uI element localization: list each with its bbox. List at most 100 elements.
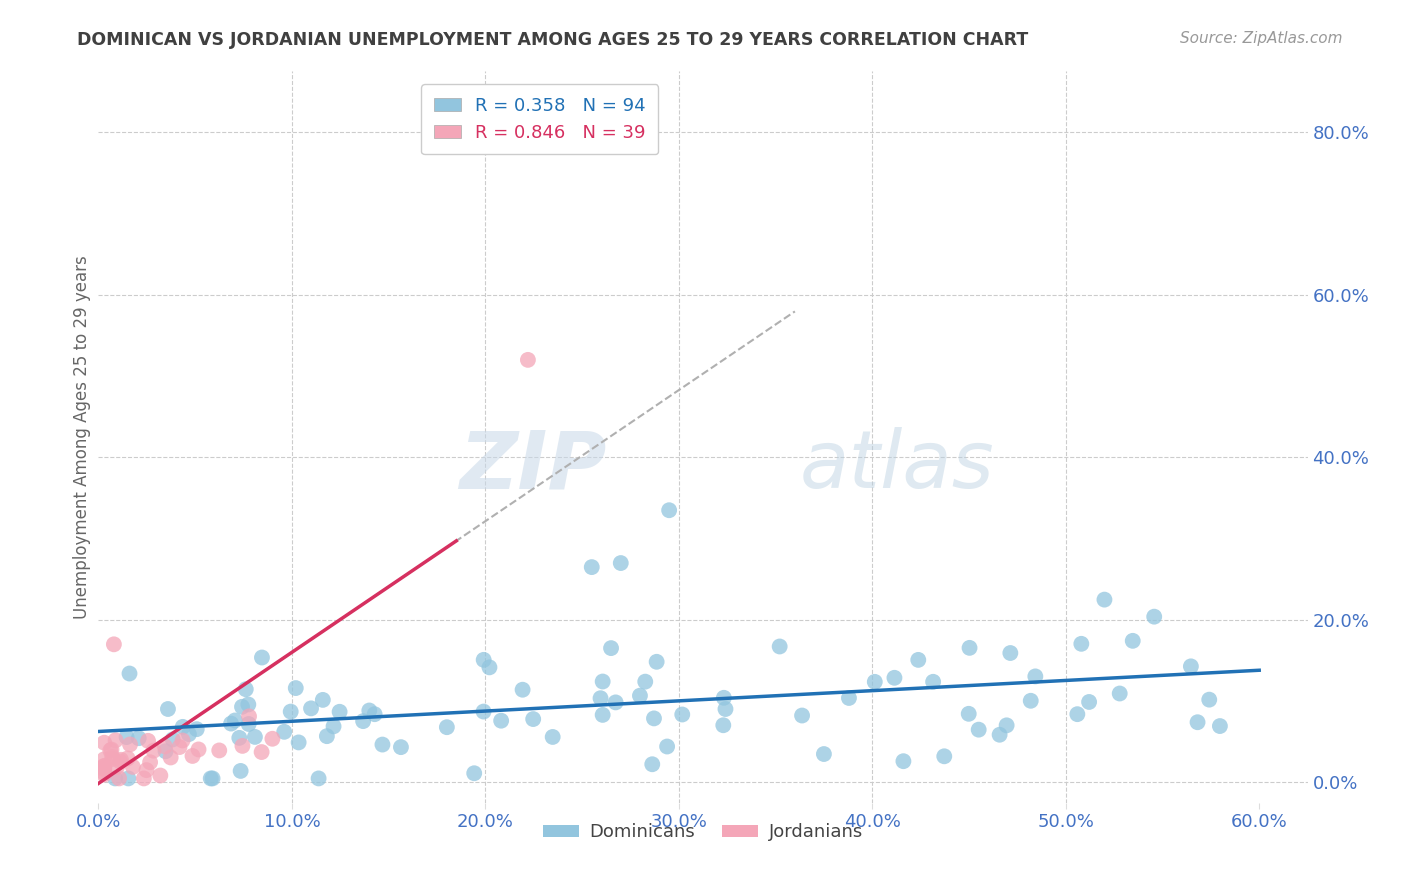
Point — [934, 749, 956, 764]
Point — [389, 740, 412, 755]
Point — [132, 772, 155, 786]
Point — [93, 759, 115, 773]
Point — [238, 698, 260, 712]
Point — [714, 702, 737, 716]
Point — [162, 732, 184, 747]
Point — [541, 730, 564, 744]
Point — [1019, 694, 1042, 708]
Point — [172, 720, 194, 734]
Legend: Dominicans, Jordanians: Dominicans, Jordanians — [536, 816, 870, 848]
Point — [1122, 633, 1144, 648]
Point — [907, 653, 929, 667]
Point — [478, 660, 501, 674]
Point — [101, 750, 124, 764]
Point — [238, 709, 260, 723]
Point — [813, 747, 835, 761]
Point — [988, 728, 1011, 742]
Point — [600, 641, 623, 656]
Point — [322, 719, 344, 733]
Point — [671, 707, 693, 722]
Point — [93, 767, 115, 781]
Point — [863, 674, 886, 689]
Point — [187, 742, 209, 756]
Point — [93, 736, 115, 750]
Point — [1094, 592, 1116, 607]
Point — [605, 695, 627, 709]
Point — [228, 731, 250, 745]
Point — [169, 740, 191, 755]
Text: atlas: atlas — [800, 427, 994, 506]
Point — [967, 723, 990, 737]
Point — [312, 693, 335, 707]
Point — [581, 560, 603, 574]
Point — [105, 760, 128, 774]
Point — [315, 729, 337, 743]
Point — [159, 750, 181, 764]
Point — [589, 691, 612, 706]
Point — [957, 706, 980, 721]
Point — [363, 707, 385, 722]
Point — [299, 701, 322, 715]
Point — [117, 772, 139, 786]
Point — [172, 733, 194, 747]
Point — [139, 756, 162, 770]
Text: Source: ZipAtlas.com: Source: ZipAtlas.com — [1180, 31, 1343, 46]
Point — [238, 717, 260, 731]
Point — [628, 689, 651, 703]
Point — [1000, 646, 1022, 660]
Point — [98, 743, 121, 757]
Point — [262, 731, 284, 746]
Point — [110, 753, 132, 767]
Point — [922, 674, 945, 689]
Point — [883, 671, 905, 685]
Point — [118, 666, 141, 681]
Text: DOMINICAN VS JORDANIAN UNEMPLOYMENT AMONG AGES 25 TO 29 YEARS CORRELATION CHART: DOMINICAN VS JORDANIAN UNEMPLOYMENT AMON… — [77, 31, 1029, 49]
Point — [224, 714, 246, 728]
Point — [641, 757, 664, 772]
Point — [308, 772, 330, 786]
Point — [108, 755, 131, 769]
Point — [1143, 609, 1166, 624]
Point — [115, 730, 138, 744]
Point — [101, 752, 124, 766]
Point — [250, 650, 273, 665]
Point — [1198, 692, 1220, 706]
Point — [93, 765, 115, 780]
Point — [250, 745, 273, 759]
Point — [103, 637, 125, 651]
Point — [121, 760, 143, 774]
Point — [284, 681, 307, 695]
Point — [231, 699, 253, 714]
Point — [93, 761, 115, 775]
Y-axis label: Unemployment Among Ages 25 to 29 years: Unemployment Among Ages 25 to 29 years — [73, 255, 91, 619]
Point — [1078, 695, 1101, 709]
Point — [592, 707, 614, 722]
Point — [658, 503, 681, 517]
Point — [1070, 637, 1092, 651]
Point — [1187, 715, 1209, 730]
Point — [135, 763, 157, 777]
Point — [136, 734, 159, 748]
Point — [104, 772, 127, 786]
Point — [1024, 669, 1046, 683]
Point — [100, 742, 122, 756]
Point — [711, 718, 734, 732]
Point — [995, 718, 1018, 732]
Point — [142, 744, 165, 758]
Point — [186, 722, 208, 736]
Point — [1108, 686, 1130, 700]
Point — [104, 733, 127, 747]
Point — [436, 720, 458, 734]
Point — [156, 702, 179, 716]
Point — [118, 738, 141, 752]
Point — [512, 682, 534, 697]
Point — [463, 766, 485, 780]
Point — [790, 708, 813, 723]
Point — [838, 690, 860, 705]
Point — [592, 674, 614, 689]
Point — [1066, 707, 1088, 722]
Point — [235, 682, 257, 697]
Point — [93, 752, 115, 766]
Point — [93, 762, 115, 776]
Point — [959, 640, 981, 655]
